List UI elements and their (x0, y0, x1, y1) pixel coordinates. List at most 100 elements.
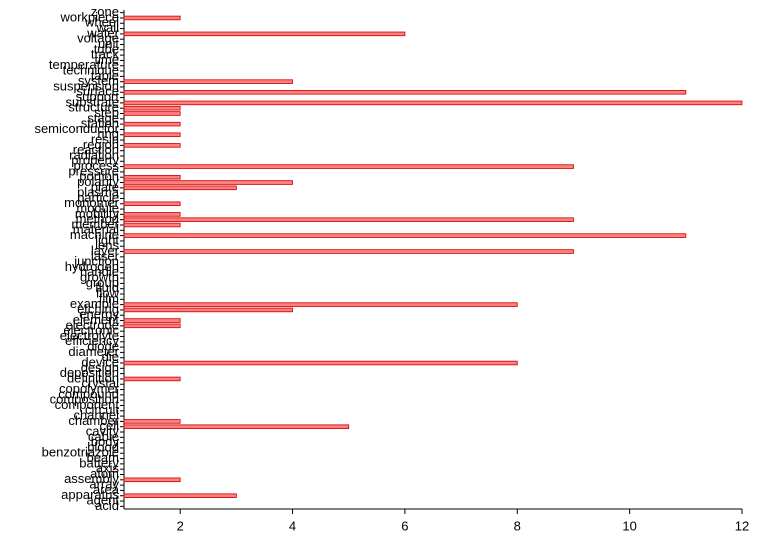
y-tick-label: component (55, 397, 120, 412)
y-tick-label: film (99, 291, 119, 306)
y-tick-label: channel (73, 408, 119, 423)
y-tick-label: cell (99, 418, 119, 433)
bar (123, 493, 237, 498)
bar (123, 318, 181, 323)
bar (123, 174, 181, 180)
y-tick-label: station (81, 116, 119, 131)
bar (123, 31, 406, 37)
y-tick-label: assembly (64, 471, 119, 486)
y-tick-label: element (73, 312, 120, 327)
bar (123, 201, 181, 207)
y-tick-label: technique (63, 62, 119, 77)
y-tick-label: electrolyte (60, 328, 119, 343)
bar (123, 105, 181, 111)
y-tick-label: surface (76, 84, 119, 99)
y-tick-label: pressure (68, 163, 119, 178)
bar (123, 15, 181, 21)
y-tick-label: tube (94, 41, 119, 56)
bar (123, 419, 181, 424)
bar (123, 249, 574, 254)
y-tick-label: group (86, 275, 119, 290)
bar (123, 222, 181, 228)
bar (123, 180, 293, 185)
y-tick-label: handle (80, 264, 119, 279)
x-tick-label: 6 (401, 518, 408, 533)
bar (123, 121, 181, 127)
bar (123, 100, 743, 106)
y-tick-label: electrode (66, 317, 119, 332)
y-tick-label: layer (91, 243, 120, 258)
y-tick-label: battery (79, 455, 119, 470)
y-tick-label: method (76, 211, 119, 226)
y-tick-label: member (71, 216, 119, 231)
y-tick-label: structure (68, 100, 119, 115)
y-tick-label: energy (79, 307, 119, 322)
y-tick-label: track (91, 47, 120, 62)
y-tick-label: array (89, 477, 119, 492)
y-tick-label: light (95, 232, 119, 247)
y-tick-label: deposition (60, 365, 119, 380)
x-tick-label: 4 (289, 518, 296, 533)
x-tick-label: 10 (622, 518, 636, 533)
y-tick-label: portion (79, 169, 119, 184)
bar (123, 477, 181, 483)
y-tick-label: beam (86, 450, 119, 465)
y-tick-label: blood (87, 439, 119, 454)
y-tick-label: time (94, 52, 119, 67)
y-tick-label: temperature (49, 57, 119, 72)
bar (123, 360, 518, 366)
y-tick-label: apparatus (61, 487, 119, 502)
y-tick-label: material (73, 222, 119, 237)
bar (123, 212, 181, 217)
y-tick-label: mobility (75, 206, 120, 221)
y-tick-label: junction (73, 254, 119, 269)
x-tick-label: 2 (177, 518, 184, 533)
y-tick-label: machine (70, 227, 119, 242)
y-tick-label: water (86, 25, 119, 40)
y-tick-label: device (81, 354, 119, 369)
y-tick-label: system (78, 73, 119, 88)
y-tick-label: compound (58, 386, 119, 401)
bar (123, 164, 574, 169)
y-tick-label: wheel (84, 15, 119, 30)
y-tick-label: cable (88, 429, 119, 444)
y-tick-label: support (76, 89, 120, 104)
y-tick-label: example (70, 296, 119, 311)
y-tick-label: definition (67, 370, 119, 385)
x-tick-label: 8 (514, 518, 521, 533)
bar (123, 132, 181, 138)
y-tick-label: efficiency (65, 333, 119, 348)
y-tick-label: substrate (66, 94, 119, 109)
y-tick-label: crystal (81, 376, 119, 391)
bar (123, 217, 574, 222)
y-tick-label: agent (86, 492, 119, 507)
y-tick-label: process (73, 158, 119, 173)
y-tick-label: benzotriazole (42, 445, 119, 460)
bar (123, 143, 181, 148)
y-tick-label: resin (91, 131, 119, 146)
y-tick-label: copolymer (59, 381, 120, 396)
y-tick-label: workpiece (59, 9, 119, 24)
bar (123, 307, 293, 313)
y-tick-label: ring (97, 126, 119, 141)
y-tick-label: circuit (85, 402, 119, 417)
y-tick-label: atom (90, 466, 119, 481)
y-tick-label: growth (80, 270, 119, 285)
y-tick-label: area (93, 482, 120, 497)
y-tick-label: composition (50, 392, 119, 407)
y-tick-label: voltage (77, 31, 119, 46)
bar (123, 111, 181, 116)
y-tick-label: unit (98, 36, 119, 51)
y-tick-label: stage (87, 110, 119, 125)
y-tick-label: table (91, 68, 119, 83)
y-tick-label: step (94, 105, 119, 120)
y-tick-label: etching (77, 301, 119, 316)
y-tick-label: electronic (63, 323, 119, 338)
y-tick-label: lens (95, 238, 119, 253)
y-tick-label: particle (77, 190, 119, 205)
y-tick-label: laser (91, 248, 120, 263)
bar (123, 233, 687, 238)
y-tick-label: diameter (68, 344, 119, 359)
y-tick-label: axis (96, 461, 120, 476)
